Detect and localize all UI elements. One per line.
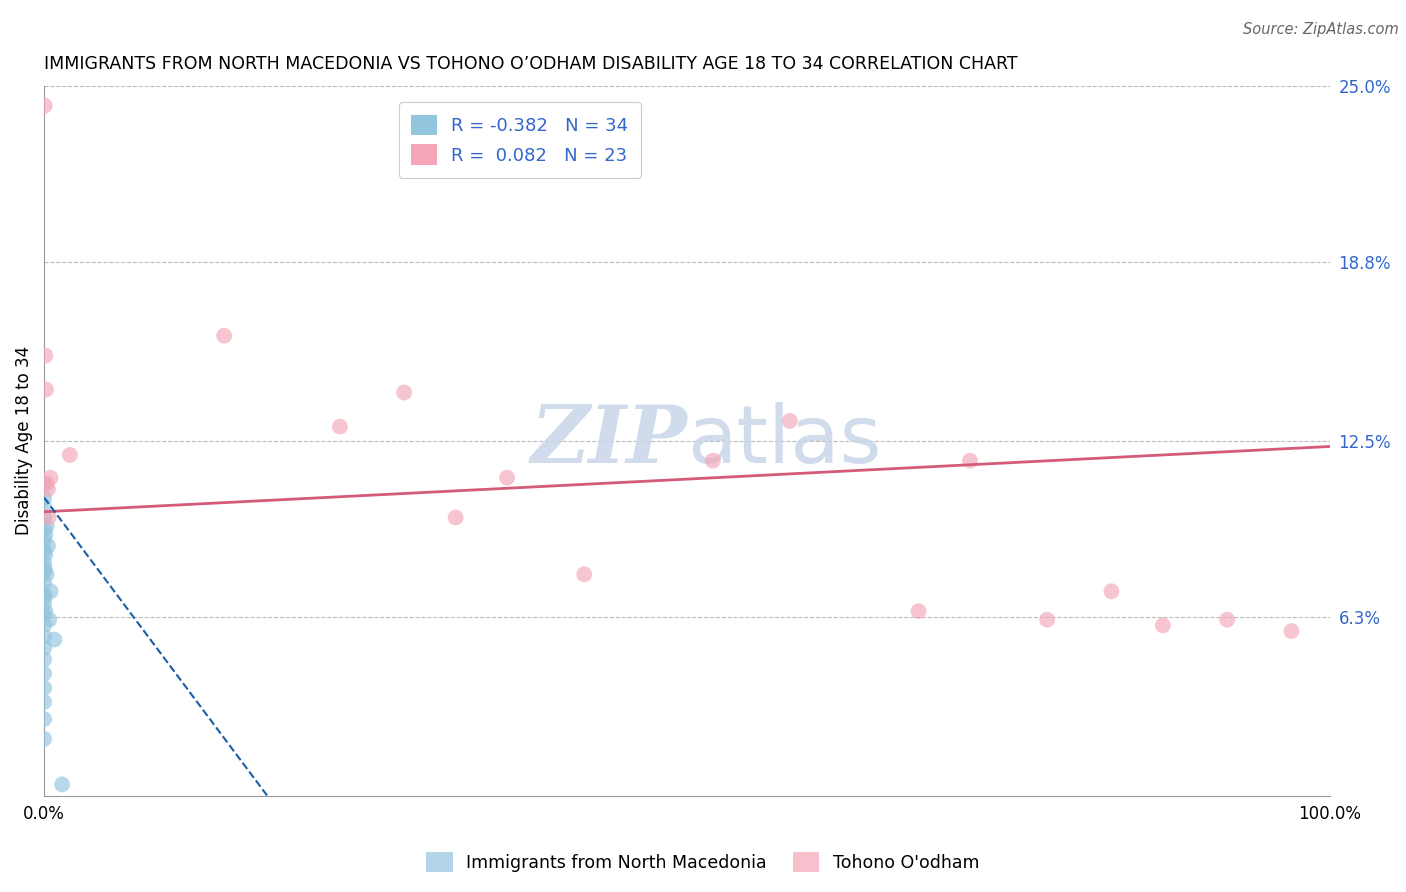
Point — [39, 471, 62, 485]
Y-axis label: Disability Age 18 to 34: Disability Age 18 to 34 — [15, 346, 32, 535]
Point — [32, 556, 55, 570]
Point — [35, 567, 58, 582]
Point — [37, 482, 59, 496]
Point — [32, 491, 55, 505]
Legend: R = -0.382   N = 34, R =  0.082   N = 23: R = -0.382 N = 34, R = 0.082 N = 23 — [399, 102, 641, 178]
Point — [32, 666, 55, 681]
Point — [779, 414, 801, 428]
Point — [35, 476, 58, 491]
Point — [32, 630, 55, 644]
Point — [32, 510, 55, 524]
Point — [959, 453, 981, 467]
Point — [38, 510, 60, 524]
Legend: Immigrants from North Macedonia, Tohono O'odham: Immigrants from North Macedonia, Tohono … — [419, 845, 987, 879]
Point — [34, 527, 56, 541]
Point — [34, 590, 56, 604]
Point — [32, 587, 55, 601]
Text: IMMIGRANTS FROM NORTH MACEDONIA VS TOHONO O’ODHAM DISABILITY AGE 18 TO 34 CORREL: IMMIGRANTS FROM NORTH MACEDONIA VS TOHON… — [44, 55, 1018, 73]
Point — [35, 383, 58, 397]
Point — [32, 681, 55, 695]
Point — [32, 596, 55, 610]
Point — [1099, 584, 1122, 599]
Point — [32, 641, 55, 656]
Point — [35, 519, 58, 533]
Point — [444, 510, 467, 524]
Text: Source: ZipAtlas.com: Source: ZipAtlas.com — [1243, 22, 1399, 37]
Point — [1036, 613, 1059, 627]
Point — [32, 731, 55, 746]
Point — [32, 652, 55, 666]
Point — [39, 584, 62, 599]
Point — [32, 565, 55, 579]
Point — [37, 539, 59, 553]
Point — [329, 419, 352, 434]
Point — [34, 547, 56, 561]
Point — [38, 613, 60, 627]
Point — [212, 328, 235, 343]
Text: ZIP: ZIP — [530, 402, 688, 480]
Point — [32, 544, 55, 558]
Point — [34, 349, 56, 363]
Point — [32, 618, 55, 632]
Point — [574, 567, 596, 582]
Point — [59, 448, 82, 462]
Point — [392, 385, 415, 400]
Text: atlas: atlas — [688, 401, 882, 480]
Point — [32, 575, 55, 590]
Point — [1152, 618, 1174, 632]
Point — [32, 499, 55, 513]
Point — [32, 695, 55, 709]
Point — [51, 777, 73, 791]
Point — [702, 453, 724, 467]
Point — [1216, 613, 1239, 627]
Point — [496, 471, 519, 485]
Point — [907, 604, 929, 618]
Point — [34, 98, 56, 112]
Point — [1281, 624, 1303, 638]
Point — [32, 712, 55, 726]
Point — [34, 561, 56, 575]
Point — [32, 607, 55, 621]
Point — [34, 604, 56, 618]
Point — [32, 522, 55, 536]
Point — [44, 632, 66, 647]
Point — [32, 533, 55, 548]
Point — [32, 476, 55, 491]
